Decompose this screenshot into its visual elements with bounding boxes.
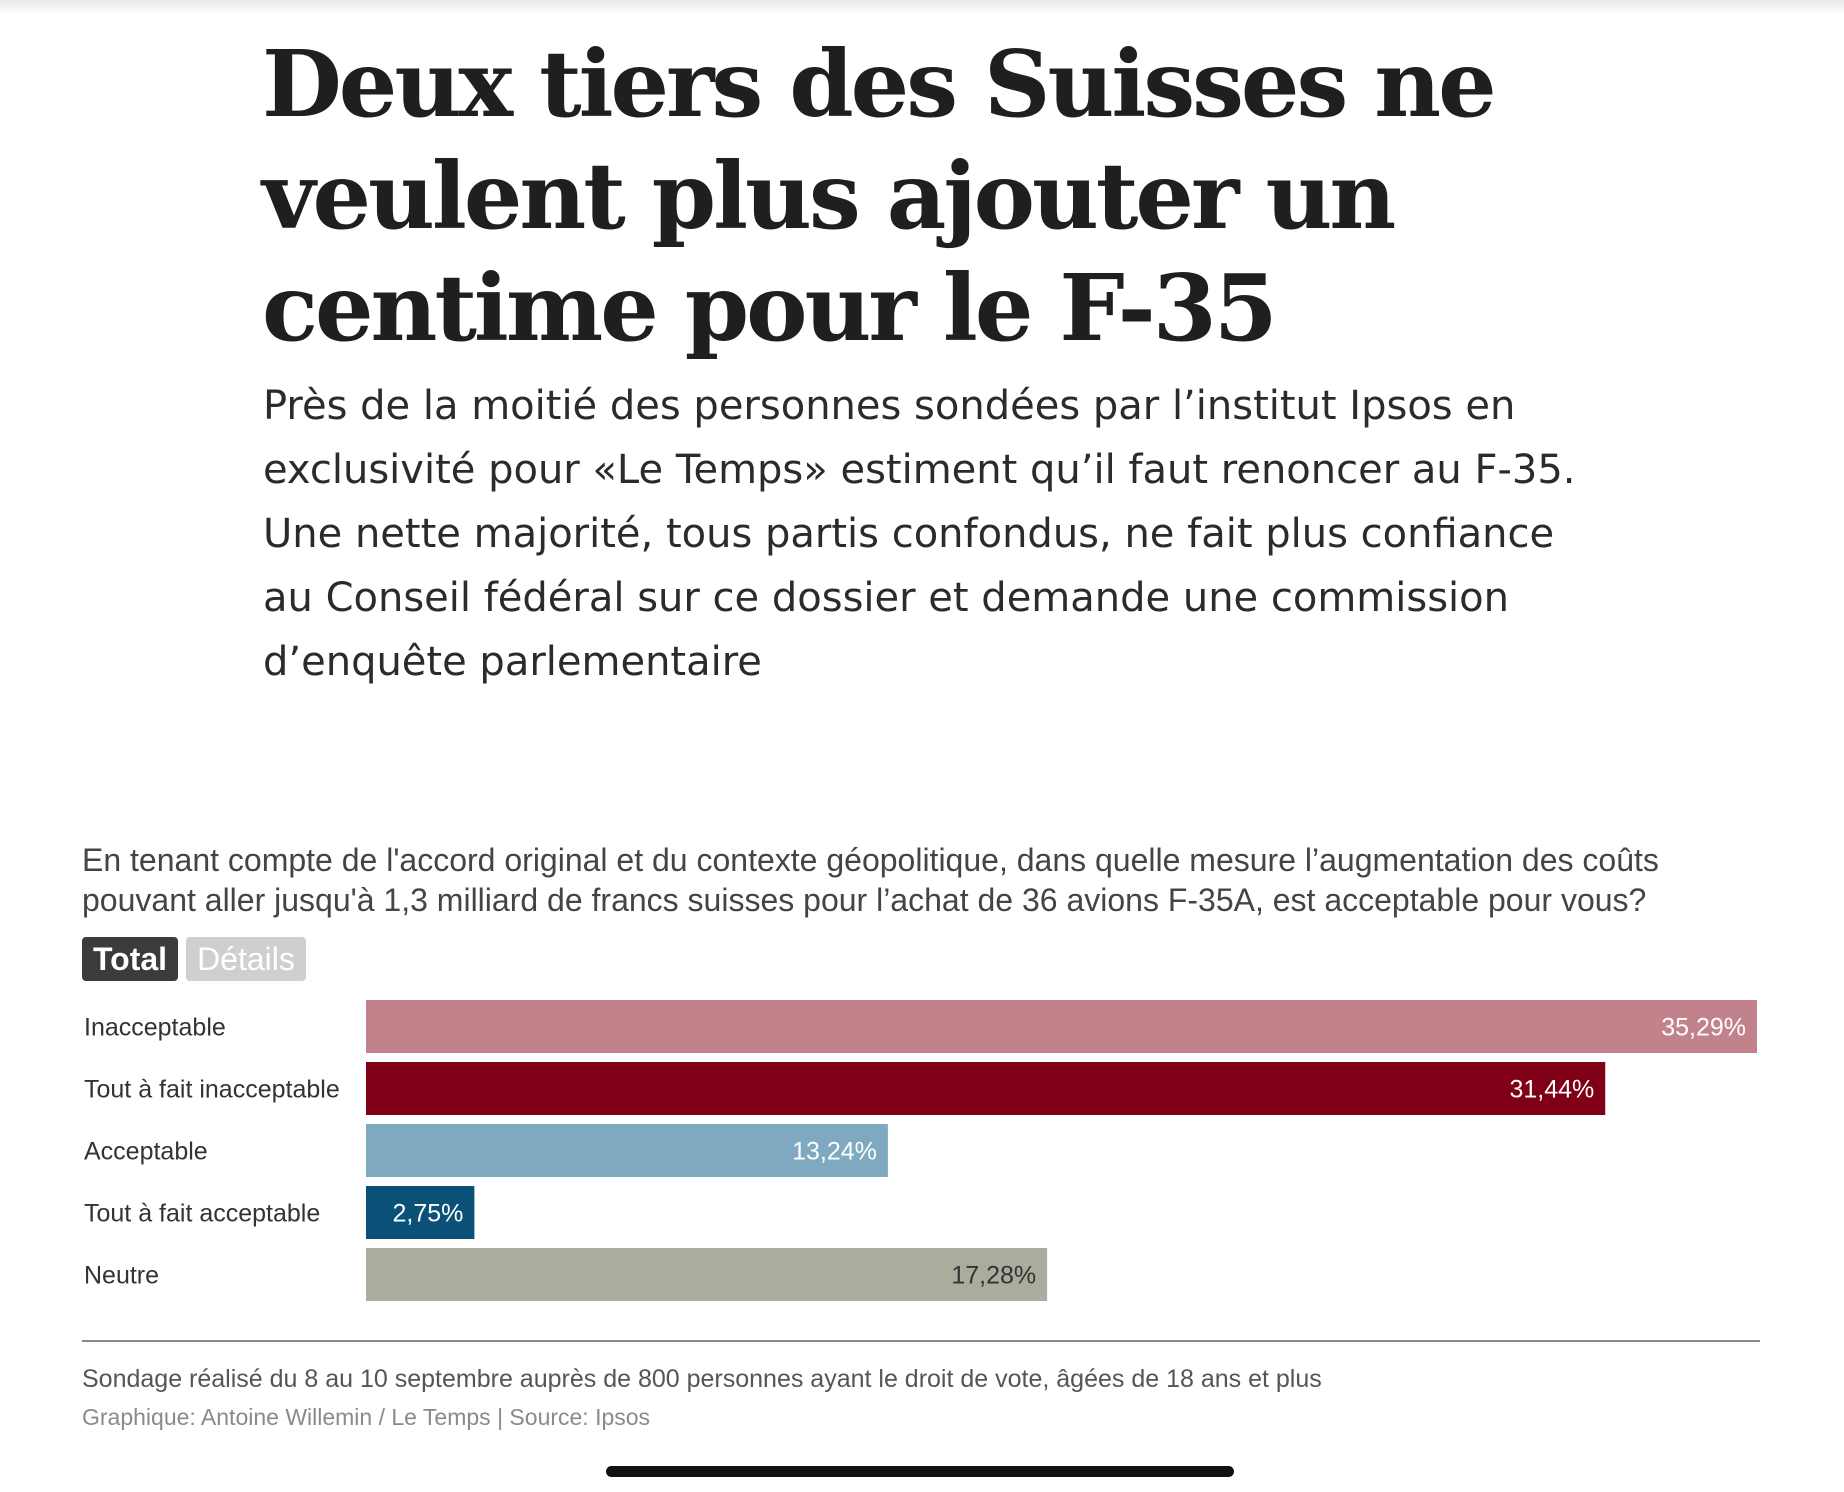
category-label-tout-a-fait-inacceptable: Tout à fait inacceptable [84, 1076, 340, 1104]
survey-note: Sondage réalisé du 8 au 10 septembre aup… [82, 1365, 1322, 1393]
value-label-tout-a-fait-inacceptable: 31,44% [1509, 1076, 1594, 1104]
lead-line: Près de la moitié des personnes sondées … [263, 383, 1516, 429]
top-status-shade [0, 0, 1844, 14]
value-label-neutre: 17,28% [951, 1262, 1036, 1290]
bar-inacceptable [366, 1000, 1757, 1053]
bar-tout-a-fait-acceptable [366, 1186, 475, 1239]
lead-line: Une nette majorité, tous partis confondu… [263, 511, 1555, 557]
value-label-tout-a-fait-acceptable: 2,75% [393, 1200, 464, 1228]
bar-neutre [366, 1248, 1048, 1301]
category-label-inacceptable: Inacceptable [84, 1014, 226, 1042]
headline-line: centime pour le F-35 [262, 254, 1278, 362]
question-line: pouvant aller jusqu'à 1,3 milliard de fr… [82, 882, 1647, 918]
chart-divider [82, 1340, 1760, 1342]
lead-line: d’enquête parlementaire [263, 639, 762, 685]
headline-line: Deux tiers des Suisses ne [262, 30, 1497, 138]
chart-question: En tenant compte de l'accord original et… [82, 840, 1782, 920]
chart-view-tabs: Total Détails [82, 937, 306, 981]
category-label-tout-a-fait-acceptable: Tout à fait acceptable [84, 1200, 320, 1228]
bar-acceptable [366, 1124, 888, 1177]
home-indicator [606, 1466, 1234, 1477]
value-label-acceptable: 13,24% [792, 1138, 877, 1166]
bar-tout-a-fait-inacceptable [366, 1062, 1606, 1115]
value-label-inacceptable: 35,29% [1661, 1014, 1746, 1042]
question-line: En tenant compte de l'accord original et… [82, 842, 1659, 878]
chart-credit: Graphique: Antoine Willemin / Le Temps |… [82, 1404, 651, 1430]
category-label-acceptable: Acceptable [84, 1138, 208, 1166]
lead-line: au Conseil fédéral sur ce dossier et dem… [263, 575, 1509, 621]
category-label-neutre: Neutre [84, 1262, 159, 1290]
lead-line: exclusivité pour «Le Temps» estiment qu’… [263, 447, 1576, 493]
tab-total[interactable]: Total [82, 937, 179, 981]
headline-line: veulent plus ajouter un [262, 142, 1396, 250]
article-headline: Deux tiers des Suisses ne veulent plus a… [262, 28, 1662, 364]
tab-details[interactable]: Détails [186, 937, 306, 981]
article-lead: Près de la moitié des personnes sondées … [263, 374, 1663, 694]
